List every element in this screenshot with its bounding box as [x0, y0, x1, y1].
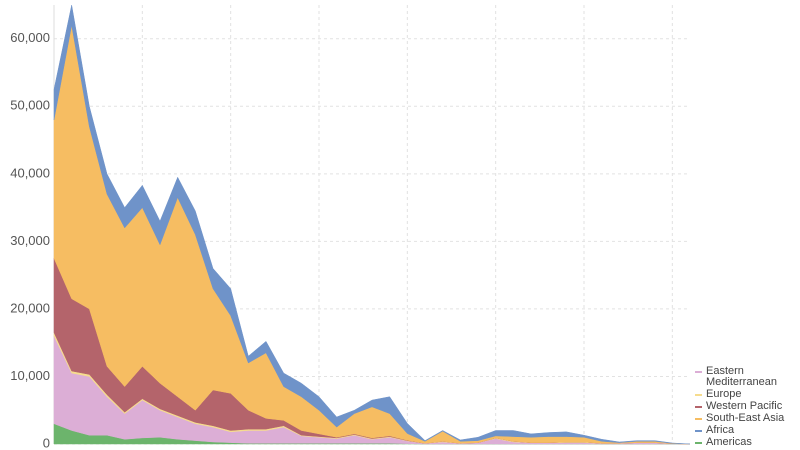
legend-swatch	[695, 418, 702, 420]
area	[53, 4, 691, 445]
legend-item[interactable]: South-East Asia	[694, 413, 798, 424]
legend-swatch	[695, 406, 702, 408]
legend-label: Eastern Mediterranean	[706, 365, 777, 388]
legend-label: Americas	[706, 436, 752, 448]
legend-swatch	[695, 442, 702, 444]
y-tick-label: 0	[43, 435, 50, 450]
legend-label: Africa	[706, 424, 735, 436]
legend-item[interactable]: Americas	[694, 437, 798, 448]
legend-swatch	[695, 371, 702, 373]
y-tick-label: 50,000	[10, 98, 50, 113]
legend-label: Western Pacific	[706, 400, 783, 412]
y-tick-label: 30,000	[10, 233, 50, 248]
legend-swatch	[695, 394, 702, 396]
legend-label: Europe	[706, 388, 742, 400]
y-tick-label: 10,000	[10, 368, 50, 383]
y-tick-label: 60,000	[10, 30, 50, 45]
y-tick-label: 40,000	[10, 165, 50, 180]
legend: Eastern Mediterranean Europe Western Pacif…	[694, 366, 798, 449]
legend-item[interactable]: Africa	[694, 425, 798, 436]
legend-item[interactable]: Western Pacific	[694, 401, 798, 412]
legend-item[interactable]: Europe	[694, 389, 798, 400]
y-tick-label: 20,000	[10, 300, 50, 315]
legend-swatch	[695, 430, 702, 432]
legend-label: South-East Asia	[706, 412, 785, 424]
legend-item[interactable]: Eastern Mediterranean	[694, 366, 798, 388]
